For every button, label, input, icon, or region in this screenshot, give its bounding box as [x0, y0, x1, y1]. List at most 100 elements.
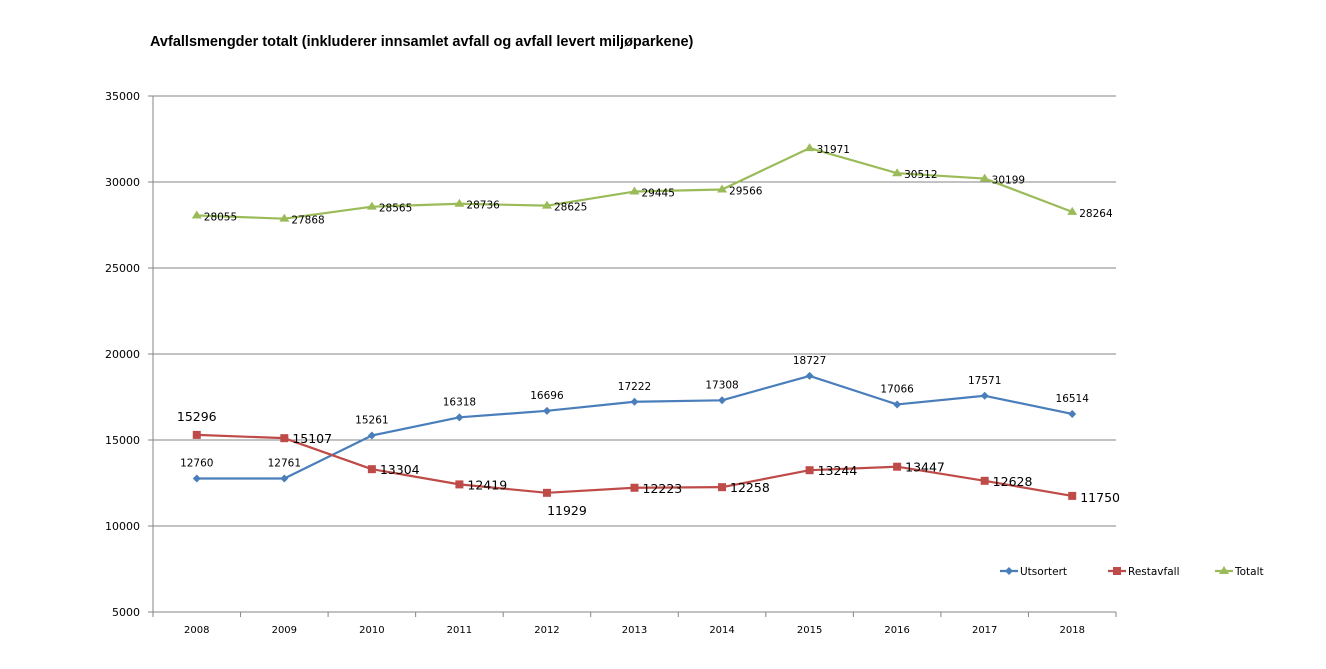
- data-point-marker: [893, 462, 902, 471]
- data-point-marker: [1068, 409, 1077, 418]
- data-label: 12223: [643, 481, 683, 496]
- data-point-marker: [542, 488, 551, 497]
- data-point-marker: [892, 168, 903, 177]
- data-label: 28264: [1079, 208, 1113, 220]
- data-label: 30199: [992, 175, 1025, 187]
- data-label: 12258: [730, 480, 770, 495]
- x-tick-label: 2013: [622, 625, 647, 636]
- chart-title: Avfallsmengder totalt (inkluderer innsam…: [150, 34, 694, 50]
- data-label: 28055: [204, 211, 237, 223]
- data-point-marker: [1068, 491, 1077, 500]
- legend-item-utsortert: Utsortert: [1000, 566, 1067, 578]
- data-label: 16514: [1056, 393, 1090, 405]
- series-totalt: [191, 143, 1078, 222]
- x-axis-ticks: 2008 2009 2010 2011 2012 2013 2014 2015 2016 2017…: [152, 612, 1117, 636]
- data-label: 27868: [291, 215, 324, 227]
- y-tick-label: 35000: [105, 90, 140, 103]
- y-axis-ticks: 5000 10000 15000 20000 25000 30000 35000: [105, 90, 153, 619]
- data-label: 11929: [547, 503, 587, 518]
- y-tick-label: 10000: [105, 520, 140, 533]
- y-tick-label: 25000: [105, 262, 140, 275]
- legend: Utsortert Restavfall Totalt: [1000, 566, 1264, 578]
- y-tick-label: 20000: [105, 348, 140, 361]
- data-point-marker: [192, 474, 201, 483]
- data-label: 13244: [818, 463, 858, 478]
- data-label: 17222: [618, 381, 651, 393]
- x-tick-label: 2018: [1060, 625, 1085, 636]
- x-tick-label: 2017: [972, 625, 997, 636]
- data-point-marker: [805, 466, 814, 475]
- legend-label: Utsortert: [1020, 566, 1067, 578]
- data-point-marker: [455, 413, 464, 422]
- data-point-marker: [541, 200, 552, 209]
- data-label: 18727: [793, 355, 826, 367]
- data-point-marker: [191, 210, 202, 219]
- y-tick-label: 30000: [105, 176, 140, 189]
- data-label: 28625: [554, 202, 587, 214]
- data-point-marker: [630, 397, 639, 406]
- x-tick-label: 2014: [709, 625, 734, 636]
- series-line: [196, 146, 1073, 220]
- data-point-marker: [1067, 206, 1078, 215]
- data-label: 12419: [467, 477, 507, 492]
- legend-item-restavfall: Restavfall: [1108, 566, 1180, 578]
- data-label: 31971: [817, 144, 850, 156]
- legend-marker-icon: [1005, 567, 1013, 575]
- series-restavfall: [192, 430, 1077, 500]
- data-label: 17066: [880, 383, 914, 395]
- data-point-marker: [980, 391, 989, 400]
- data-point-marker: [980, 476, 989, 485]
- legend-item-totalt: Totalt: [1215, 566, 1264, 578]
- data-label: 16318: [443, 396, 476, 408]
- x-tick-label: 2008: [184, 625, 209, 636]
- x-tick-label: 2016: [884, 625, 909, 636]
- data-label: 16696: [530, 390, 564, 402]
- data-label: 12760: [180, 458, 213, 470]
- data-labels: 12760 12761 15261 16318 16696 17222 17308 18727…: [177, 144, 1120, 518]
- data-point-marker: [718, 396, 727, 405]
- data-point-marker: [629, 186, 640, 195]
- data-point-marker: [893, 400, 902, 409]
- y-tick-label: 5000: [112, 606, 140, 619]
- data-point-marker: [717, 184, 728, 193]
- x-tick-label: 2011: [447, 625, 472, 636]
- data-point-marker: [804, 143, 815, 152]
- data-point-marker: [979, 173, 990, 182]
- x-tick-label: 2009: [272, 625, 297, 636]
- legend-label: Totalt: [1234, 566, 1264, 578]
- legend-marker-icon: [1113, 567, 1121, 575]
- data-point-marker: [192, 430, 201, 439]
- data-label: 29566: [729, 185, 763, 197]
- data-point-marker: [279, 213, 290, 222]
- y-tick-label: 15000: [105, 434, 140, 447]
- data-label: 13304: [380, 462, 420, 477]
- data-label: 29445: [642, 188, 675, 200]
- data-label: 11750: [1080, 490, 1120, 505]
- data-point-marker: [455, 480, 464, 489]
- data-label: 17571: [968, 375, 1001, 387]
- data-label: 15107: [292, 431, 332, 446]
- data-label: 17308: [705, 379, 738, 391]
- data-point-marker: [366, 201, 377, 210]
- data-label: 28736: [466, 200, 500, 212]
- data-point-marker: [454, 198, 465, 207]
- data-label: 15261: [355, 415, 388, 427]
- legend-label: Restavfall: [1128, 566, 1180, 578]
- data-point-marker: [542, 406, 551, 415]
- data-label: 12761: [268, 458, 301, 470]
- series-utsortert: [192, 371, 1077, 483]
- gridlines: [153, 95, 1116, 527]
- data-label: 15296: [177, 409, 217, 424]
- x-tick-label: 2015: [797, 625, 822, 636]
- legend-marker-icon: [1219, 566, 1229, 574]
- data-point-marker: [367, 431, 376, 440]
- data-point-marker: [630, 483, 639, 492]
- data-label: 13447: [905, 460, 945, 475]
- data-point-marker: [718, 483, 727, 492]
- data-label: 28565: [379, 203, 412, 215]
- data-point-marker: [805, 371, 814, 380]
- x-tick-label: 2010: [359, 625, 384, 636]
- data-label: 30512: [904, 169, 937, 181]
- data-label: 12628: [993, 474, 1033, 489]
